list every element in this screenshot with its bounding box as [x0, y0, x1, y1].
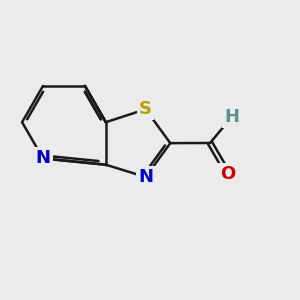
Text: N: N — [35, 149, 50, 167]
Text: S: S — [139, 100, 152, 118]
Text: N: N — [138, 168, 153, 186]
Text: O: O — [220, 165, 236, 183]
Text: H: H — [224, 108, 239, 126]
